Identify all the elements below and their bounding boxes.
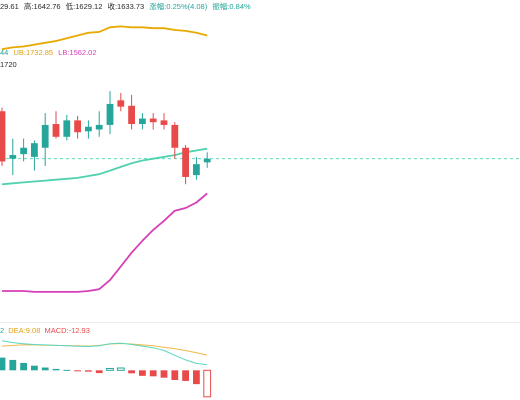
macd-value-text: MACD:-12.93 (44, 326, 90, 335)
candle-body (182, 147, 189, 177)
candle-body (149, 118, 157, 123)
candle-body (31, 143, 38, 157)
macd-indicator-header: 2 DEA:9.08 MACD:-12.93 (0, 326, 90, 335)
macd-histogram-bar (171, 370, 179, 380)
change-text: 涨幅:0.25%(4.08) (149, 2, 208, 11)
macd-histogram-bar (193, 370, 200, 385)
boll-lb-text: LB:1562.02 (58, 48, 97, 57)
candle-body (139, 118, 146, 125)
candle-body (41, 124, 49, 148)
candle-body (9, 155, 17, 159)
macd-histogram-bar (0, 357, 6, 371)
candle-body (160, 120, 168, 125)
boll-mid-text: 44 (0, 48, 9, 57)
candle-body (193, 164, 200, 176)
candle-body (20, 147, 27, 155)
candle-body (95, 124, 103, 130)
macd-histogram-bar (31, 365, 38, 371)
amplitude-text: 振幅:0.84% (212, 2, 251, 11)
macd-dea-text: DEA:9.08 (8, 326, 41, 335)
candle-body (63, 120, 71, 137)
candle-body (106, 103, 114, 125)
macd-histogram-bar (116, 367, 125, 371)
macd-dif-text: 2 (0, 326, 5, 335)
candle-body (85, 126, 92, 132)
macd-histogram-bar (20, 362, 27, 371)
panel-divider (0, 322, 520, 323)
macd-histogram-bar (74, 370, 81, 372)
boll-mid-line (1, 147, 208, 186)
boll-indicator-header: 44 UB:1732.85 LB:1562.02 (0, 48, 97, 57)
candle-body (171, 124, 179, 148)
low-price-text: 低:1629.12 (65, 2, 103, 11)
macd-histogram-bar (85, 370, 92, 372)
candle-body (74, 120, 81, 133)
macd-histogram-bar (149, 370, 157, 377)
macd-histogram-bar (9, 359, 17, 371)
close-price-text: 收:1633.73 (107, 2, 145, 11)
macd-histogram-bar (139, 370, 146, 376)
boll-upper-line (1, 25, 208, 51)
price-level-label: 1720 (0, 60, 17, 69)
candle-body (0, 111, 6, 162)
candle-body (128, 105, 135, 125)
boll-lower-line (2, 192, 208, 293)
candle-body (52, 124, 60, 137)
macd-histogram-bar (182, 370, 189, 381)
macd-dif-line (1, 340, 208, 366)
macd-histogram-bar (41, 367, 49, 371)
macd-histogram-bar (128, 370, 135, 374)
macd-histogram-bar (106, 367, 114, 371)
macd-histogram-bar (63, 369, 71, 371)
candle-body (203, 158, 211, 163)
candle-body (117, 100, 125, 107)
boll-ub-text: UB:1732.85 (13, 48, 54, 57)
macd-histogram-bar (203, 369, 212, 398)
open-price-text: 29.61 (0, 2, 19, 11)
macd-histogram-bar (95, 370, 103, 374)
high-price-text: 高:1642.76 (23, 2, 61, 11)
ohlc-header: 29.61 高:1642.76 低:1629.12 收:1633.73 涨幅:0… (0, 0, 254, 14)
macd-histogram-bar (52, 368, 60, 371)
macd-histogram-bar (160, 370, 168, 378)
